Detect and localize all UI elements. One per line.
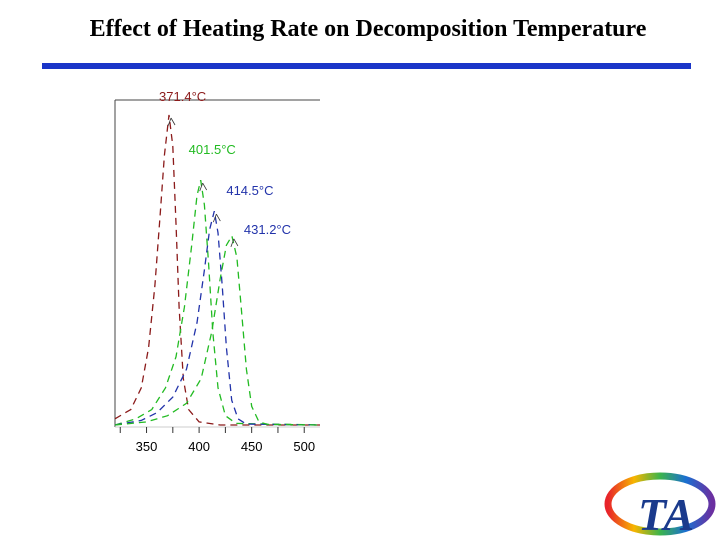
peak-arrow-1 (167, 117, 176, 127)
series-line-3 (114, 210, 321, 426)
peak-label-3: 414.5°C (226, 183, 273, 198)
peak-arrow-4 (230, 238, 239, 248)
peak-label-1: 371.4°C (159, 90, 206, 104)
company-logo: TA (604, 472, 716, 540)
peak-arrow-2 (199, 182, 208, 192)
x-tick-label: 500 (293, 439, 315, 454)
peak-arrow-3 (212, 213, 221, 223)
title-divider (42, 63, 691, 69)
series-line-1 (114, 114, 320, 426)
logo-ring (604, 472, 716, 536)
peak-label-4: 431.2°C (244, 222, 291, 237)
dtg-chart: 350 400 450 500 371.4°C 401.5°C 414.5°C 431.2°C (114, 90, 321, 454)
plot-area: 350 400 450 500 371.4°C 401.5°C 414.5°C 431.2°C (114, 90, 321, 454)
x-tick-label: 400 (188, 439, 210, 454)
slide-title: Effect of Heating Rate on Decomposition … (89, 16, 647, 42)
x-tick-label: 350 (136, 439, 158, 454)
x-tick-label: 450 (241, 439, 263, 454)
series-line-2 (114, 179, 321, 426)
logo-lettering: TA (638, 489, 694, 540)
series-line-4 (114, 234, 321, 426)
peak-label-2: 401.5°C (189, 142, 236, 157)
